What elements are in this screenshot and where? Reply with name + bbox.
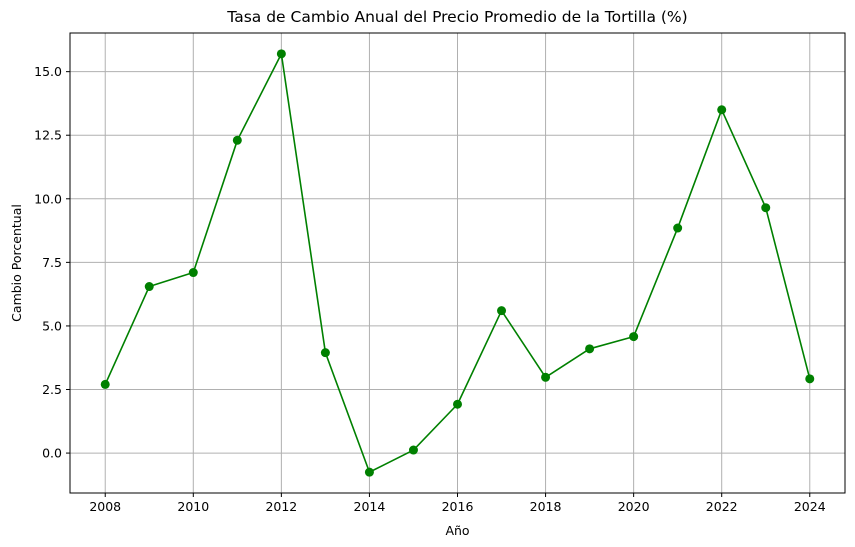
data-point bbox=[188, 268, 198, 278]
x-tick-label: 2020 bbox=[618, 499, 650, 514]
data-point bbox=[100, 379, 110, 389]
data-point bbox=[717, 105, 727, 115]
data-point bbox=[497, 306, 507, 316]
y-tick-label: 10.0 bbox=[34, 191, 62, 206]
x-tick-label: 2008 bbox=[89, 499, 121, 514]
data-point bbox=[232, 135, 242, 145]
x-tick-label: 2024 bbox=[794, 499, 826, 514]
data-point bbox=[673, 223, 683, 233]
y-tick-label: 2.5 bbox=[42, 382, 62, 397]
x-tick-label: 2016 bbox=[442, 499, 474, 514]
y-tick-label: 12.5 bbox=[34, 128, 62, 143]
data-point bbox=[629, 332, 639, 342]
data-point bbox=[408, 445, 418, 455]
data-point bbox=[585, 344, 595, 354]
data-point bbox=[320, 348, 330, 358]
x-tick-label: 2018 bbox=[530, 499, 562, 514]
data-point bbox=[541, 372, 551, 382]
x-tick-label: 2014 bbox=[354, 499, 386, 514]
grid-layer bbox=[70, 33, 845, 493]
tick-layer: 2008 2010 2012 2014 2016 2018 2020 2022 2024 0.0 2… bbox=[34, 64, 826, 514]
x-axis-label: Año bbox=[445, 523, 469, 538]
x-tick-label: 2012 bbox=[265, 499, 297, 514]
data-point bbox=[761, 203, 771, 213]
y-tick-label: 0.0 bbox=[42, 446, 62, 461]
chart-title: Tasa de Cambio Anual del Precio Promedio… bbox=[226, 8, 687, 26]
y-axis-label: Cambio Porcentual bbox=[9, 204, 24, 322]
data-point bbox=[144, 282, 154, 292]
series-layer bbox=[100, 49, 815, 477]
y-tick-label: 5.0 bbox=[42, 318, 62, 333]
x-tick-label: 2010 bbox=[177, 499, 209, 514]
data-point bbox=[453, 399, 462, 409]
y-tick-label: 7.5 bbox=[42, 255, 62, 270]
y-tick-label: 15.0 bbox=[34, 64, 62, 79]
data-point bbox=[364, 467, 374, 477]
data-point bbox=[276, 49, 286, 59]
data-point bbox=[805, 374, 815, 384]
x-tick-label: 2022 bbox=[706, 499, 738, 514]
